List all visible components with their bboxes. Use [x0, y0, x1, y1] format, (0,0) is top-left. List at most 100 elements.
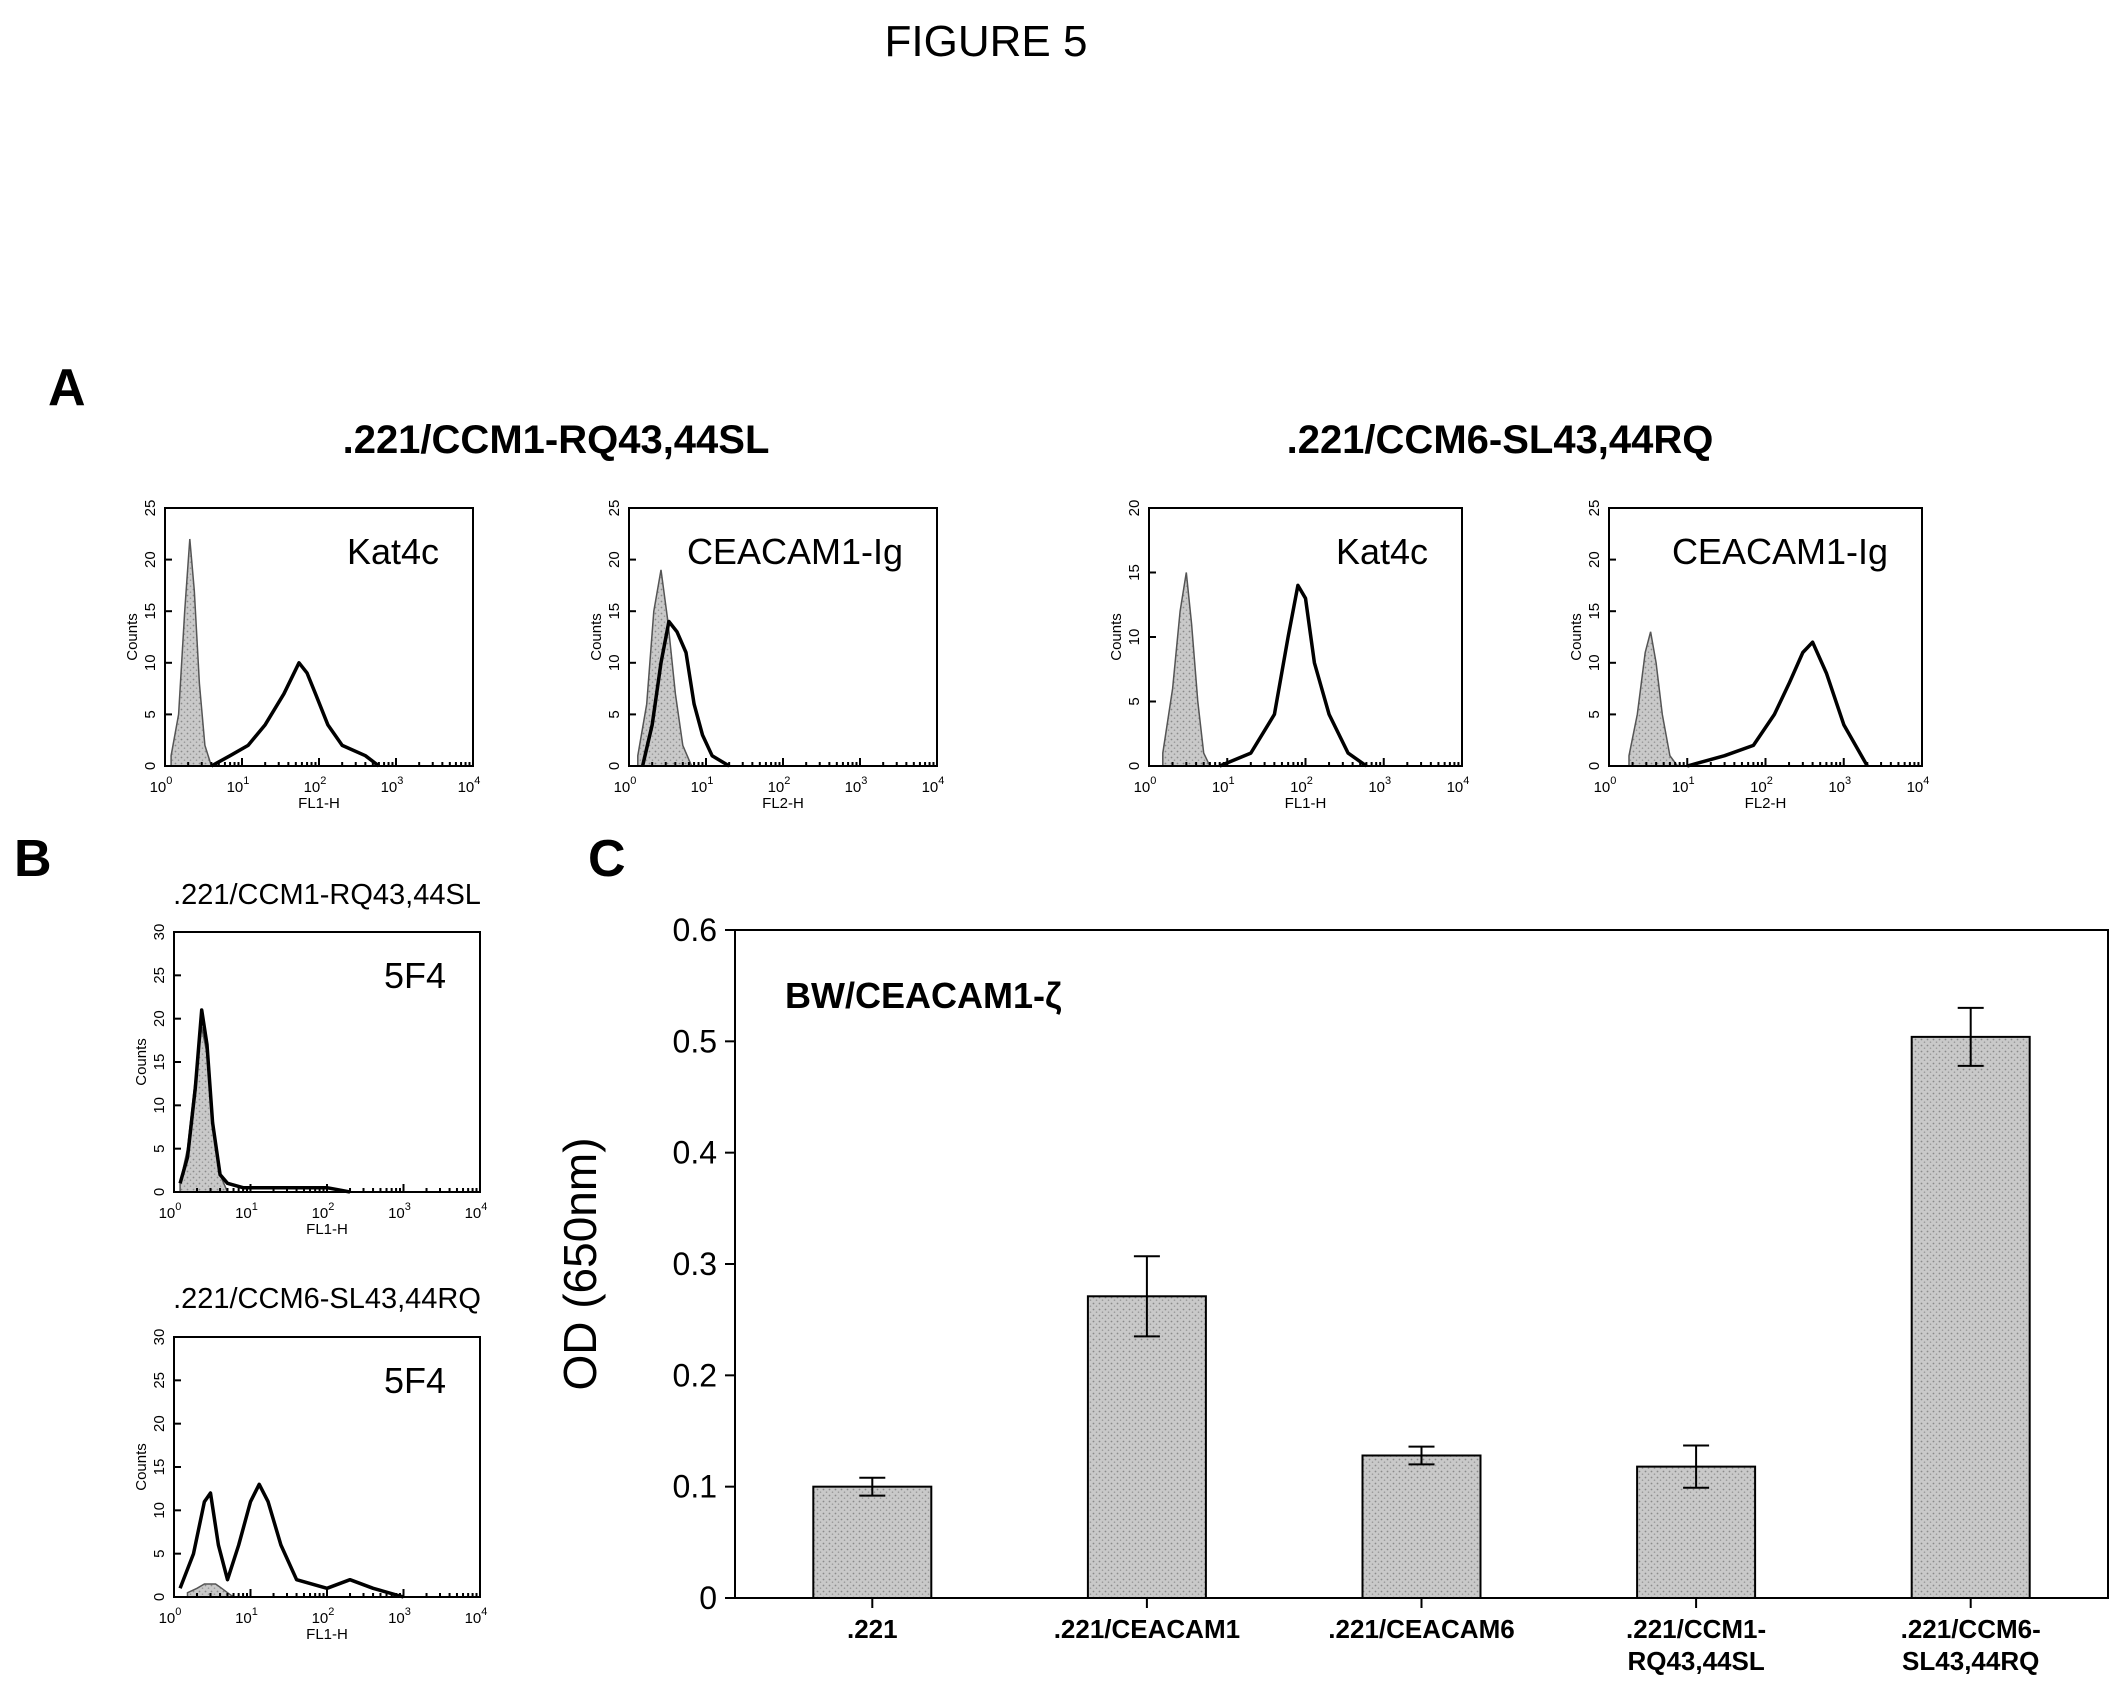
y-axis-label: Counts [1568, 613, 1585, 661]
y-axis-label: OD (650nm) [554, 1137, 606, 1390]
figure-title: FIGURE 5 [885, 17, 1088, 66]
y-tick-label: 0 [151, 1593, 168, 1601]
y-tick-label: 0.5 [673, 1023, 717, 1059]
y-tick-label: 10 [606, 654, 623, 671]
panel-label-a: A [48, 359, 86, 417]
y-tick-label: 20 [1126, 500, 1143, 517]
histogram-a4: 0 5 10 15 20 25 Counts 100 101 102 103 104 FL2-H CEAC… [1568, 500, 1929, 812]
y-tick-label: 0 [1126, 762, 1143, 770]
y-tick-label: 5 [1586, 710, 1603, 718]
y-tick-label: 25 [1586, 500, 1603, 517]
marker-label: 5F4 [384, 955, 446, 996]
y-tick-label: 15 [142, 603, 159, 620]
marker-label: CEACAM1-Ig [1672, 531, 1888, 572]
x-tick-label: 104 [465, 1201, 488, 1222]
x-tick-label: 100 [159, 1606, 182, 1627]
series-label: BW/CEACAM1-ζ [785, 975, 1062, 1016]
y-tick-label: 20 [606, 551, 623, 568]
x-tick-label: 104 [1907, 775, 1930, 796]
y-tick-label: 15 [151, 1459, 168, 1476]
category-label: .221/CEACAM6 [1328, 1614, 1514, 1644]
x-tick-label: 102 [304, 775, 327, 796]
x-tick-label: 100 [614, 775, 637, 796]
y-tick-label: 10 [151, 1502, 168, 1519]
y-tick-label: 0 [699, 1580, 717, 1616]
marker-label: Kat4c [347, 531, 439, 572]
y-tick-label: 25 [151, 967, 168, 984]
y-tick-label: 5 [151, 1549, 168, 1557]
stain-histogram [210, 661, 380, 768]
category-label: SL43,44RQ [1902, 1646, 2039, 1676]
y-tick-label: 20 [151, 1415, 168, 1432]
x-tick-label: 103 [1368, 775, 1391, 796]
y-tick-label: 30 [151, 924, 168, 941]
x-tick-label: 103 [381, 775, 404, 796]
x-tick-label: 103 [388, 1201, 411, 1222]
stain-histogram [178, 1008, 351, 1194]
bar [1086, 1295, 1207, 1599]
x-tick-label: 102 [1290, 775, 1313, 796]
x-tick-label: 103 [1828, 775, 1851, 796]
bar [1910, 1035, 2031, 1599]
x-axis-label: FL1-H [306, 1626, 348, 1643]
x-tick-label: 101 [691, 775, 714, 796]
histogram-a3: 0 5 10 15 20 Counts 100 101 102 103 104 FL1-H Kat4c [1108, 500, 1469, 812]
histogram-b1: .221/CCM1-RQ43,44SL 0 5 10 15 20 25 30 Counts 100… [133, 879, 487, 1238]
stain-histogram [178, 1482, 404, 1599]
x-tick-label: 104 [465, 1606, 488, 1627]
y-tick-label: 15 [151, 1054, 168, 1071]
y-axis-label: Counts [133, 1443, 150, 1491]
bar [1361, 1454, 1482, 1599]
category-label: RQ43,44SL [1627, 1646, 1764, 1676]
y-tick-label: 0.4 [673, 1135, 717, 1171]
x-tick-label: 100 [1134, 775, 1157, 796]
x-tick-label: 102 [312, 1606, 335, 1627]
panel-label-b: B [14, 830, 52, 888]
y-axis-label: Counts [1108, 613, 1125, 661]
x-tick-label: 101 [227, 775, 250, 796]
y-tick-label: 10 [151, 1097, 168, 1114]
x-tick-label: 102 [312, 1201, 335, 1222]
stain-histogram [640, 619, 731, 768]
histogram-title: .221/CCM6-SL43,44RQ [173, 1283, 481, 1315]
y-tick-label: 20 [142, 551, 159, 568]
x-tick-label: 102 [1750, 775, 1773, 796]
y-tick-label: 10 [1586, 654, 1603, 671]
category-label: .221/CCM1- [1626, 1614, 1766, 1644]
x-axis-label: FL2-H [762, 795, 804, 812]
y-tick-label: 25 [151, 1372, 168, 1389]
stain-histogram [1219, 583, 1368, 768]
y-tick-label: 0.1 [673, 1469, 717, 1505]
y-tick-label: 15 [1126, 564, 1143, 581]
x-axis-label: FL2-H [1745, 795, 1787, 812]
marker-label: 5F4 [384, 1360, 446, 1401]
isotype-histogram [637, 569, 693, 767]
panel-label-c: C [588, 830, 626, 888]
y-axis-label: Counts [124, 613, 141, 661]
marker-label: CEACAM1-Ig [687, 531, 903, 572]
category-label: .221/CEACAM1 [1054, 1614, 1240, 1644]
y-tick-label: 5 [606, 710, 623, 718]
y-tick-label: 25 [142, 500, 159, 517]
x-tick-label: 101 [235, 1606, 258, 1627]
bar-chart-c: 0 0.1 0.2 0.3 0.4 0.5 0.6 OD (650nm) .221 .221/CE… [554, 912, 2109, 1676]
x-axis-label: FL1-H [1285, 795, 1327, 812]
x-tick-label: 100 [150, 775, 173, 796]
y-tick-label: 5 [151, 1144, 168, 1152]
marker-label: Kat4c [1336, 531, 1428, 572]
y-tick-label: 5 [1126, 697, 1143, 705]
stain-histogram [1686, 640, 1869, 768]
category-label: .221/CCM6- [1901, 1614, 2041, 1644]
x-tick-label: 101 [235, 1201, 258, 1222]
y-tick-label: 0.3 [673, 1246, 717, 1282]
category-label: .221 [847, 1614, 898, 1644]
y-tick-label: 25 [606, 500, 623, 517]
x-tick-label: 100 [1594, 775, 1617, 796]
group-title-ccm6: .221/CCM6-SL43,44RQ [1287, 418, 1714, 462]
x-axis-label: FL1-H [306, 1221, 348, 1238]
x-tick-label: 102 [768, 775, 791, 796]
x-tick-label: 101 [1212, 775, 1235, 796]
y-tick-label: 20 [1586, 551, 1603, 568]
x-tick-label: 100 [159, 1201, 182, 1222]
